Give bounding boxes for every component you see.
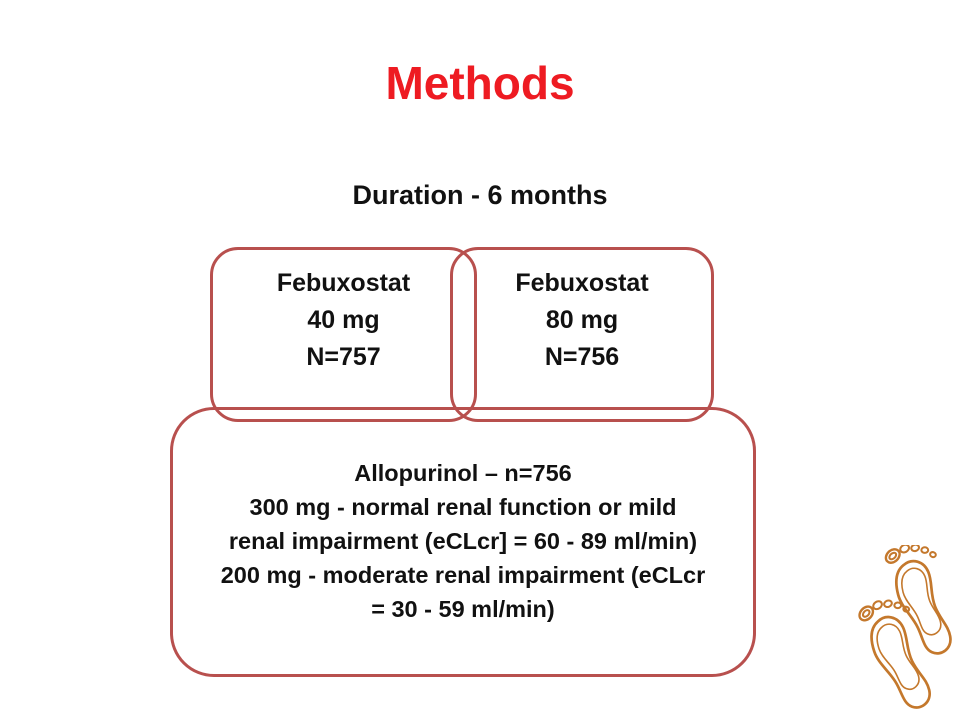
allopurinol-line: 200 mg - moderate renal impairment (eCLc… [220, 562, 706, 588]
allopurinol-line: 300 mg - normal renal function or mild [249, 494, 677, 520]
footprints-icon [858, 545, 952, 709]
allopurinol-line: = 30 - 59 ml/min) [371, 596, 555, 622]
allopurinol-line: Allopurinol – n=756 [354, 460, 572, 486]
febuxostat-80-line: Febuxostat [515, 269, 649, 297]
febuxostat-40-line: Febuxostat [276, 269, 411, 297]
febuxostat-80-line: 80 mg [545, 306, 619, 334]
allopurinol-line: renal impairment (eCLcr] = 60 - 89 ml/mi… [228, 528, 698, 554]
febuxostat-40-line: N=757 [306, 343, 381, 371]
allopurinol-box: Allopurinol – n=756 300 mg - normal rena… [170, 407, 756, 677]
febuxostat-40-box: Febuxostat 40 mg N=757 [210, 247, 477, 422]
febuxostat-40-line: 40 mg [307, 306, 380, 334]
duration-subtitle: Duration - 6 months [352, 180, 608, 210]
febuxostat-80-box: Febuxostat 80 mg N=756 [450, 247, 714, 422]
febuxostat-80-line: N=756 [544, 343, 620, 371]
page-title: Methods [385, 57, 575, 109]
